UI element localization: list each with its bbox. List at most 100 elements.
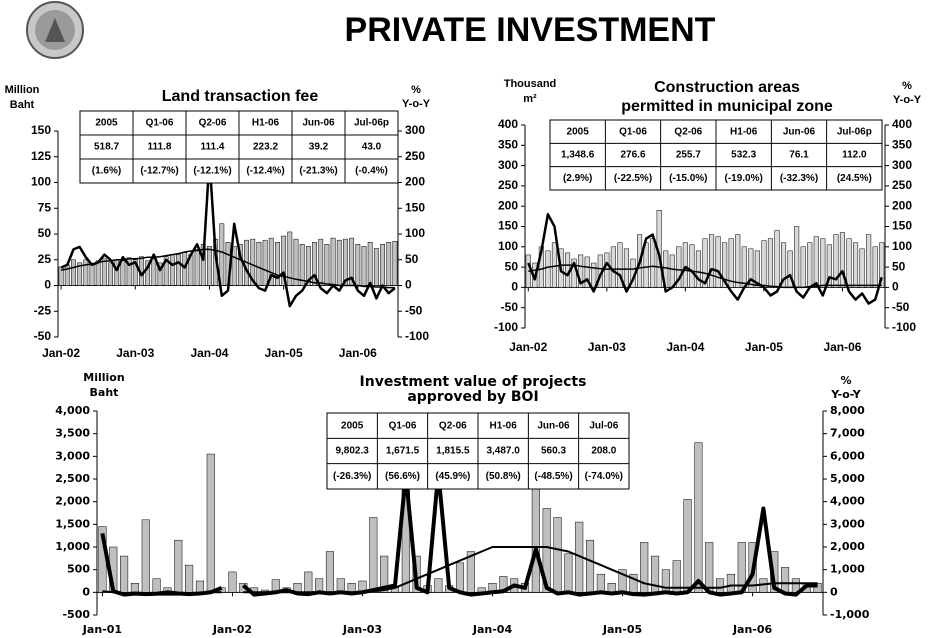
bar bbox=[553, 517, 562, 593]
bar bbox=[120, 555, 129, 593]
y2-tick-label: 6,000 bbox=[830, 449, 865, 462]
y2-tick-label: 5,000 bbox=[830, 472, 865, 485]
y-tick-label: 400 bbox=[498, 117, 518, 131]
bar bbox=[237, 244, 243, 286]
y-tick-label: 300 bbox=[498, 158, 518, 172]
y-axis-label: Million bbox=[5, 84, 40, 96]
y-tick-label: 75 bbox=[38, 200, 52, 214]
table-text: Q2-06 bbox=[674, 126, 702, 137]
bar bbox=[774, 230, 780, 288]
bar bbox=[741, 246, 747, 288]
table-text: (-26.3%) bbox=[333, 471, 371, 482]
y-tick-label: 150 bbox=[31, 123, 51, 137]
bar bbox=[120, 260, 126, 286]
bar bbox=[130, 583, 139, 593]
bar bbox=[859, 248, 865, 288]
bar bbox=[676, 246, 682, 288]
y2-axis-label: Y-o-Y bbox=[893, 94, 922, 106]
bar bbox=[95, 260, 101, 286]
table-text: Q1-06 bbox=[619, 126, 647, 137]
table-text: (1.6%) bbox=[92, 166, 121, 177]
table-text: (-32.3%) bbox=[780, 173, 818, 184]
y-tick-label: 2,000 bbox=[55, 495, 90, 508]
bar bbox=[77, 262, 83, 286]
table-text: Jun-06 bbox=[783, 126, 816, 137]
bar bbox=[754, 250, 760, 288]
bar bbox=[748, 248, 754, 288]
y2-tick-label: 300 bbox=[892, 158, 912, 172]
bar bbox=[728, 238, 734, 288]
y-tick-label: 3,000 bbox=[55, 449, 90, 462]
table-cell bbox=[826, 166, 883, 191]
y-tick-label: 100 bbox=[31, 175, 51, 189]
bar bbox=[228, 571, 237, 593]
y-axis-label: Thousand bbox=[504, 78, 557, 90]
bar bbox=[336, 239, 342, 286]
bar bbox=[800, 246, 806, 288]
table-text: 560.3 bbox=[541, 446, 566, 457]
bar bbox=[176, 254, 181, 286]
bar bbox=[250, 238, 256, 286]
y-tick-label: 25 bbox=[38, 252, 52, 266]
y-tick-label: -50 bbox=[501, 300, 519, 314]
y2-axis-label: % bbox=[840, 374, 851, 387]
y-tick-label: 250 bbox=[498, 178, 518, 192]
bar bbox=[304, 571, 313, 593]
y2-tick-label: 4,000 bbox=[830, 495, 865, 508]
y-tick-label: 125 bbox=[31, 149, 51, 163]
bar bbox=[169, 254, 175, 286]
bar bbox=[839, 232, 845, 288]
y2-tick-label: 100 bbox=[405, 226, 425, 240]
y2-tick-label: 400 bbox=[892, 117, 912, 131]
bar bbox=[761, 240, 767, 288]
bar bbox=[551, 242, 557, 288]
table-text: 518.7 bbox=[94, 142, 119, 153]
y2-tick-label: 2,000 bbox=[830, 540, 865, 553]
x-tick-label: Jan-03 bbox=[588, 340, 626, 354]
x-tick-label: Jan-03 bbox=[342, 623, 382, 636]
line bbox=[60, 158, 396, 308]
y-tick-label: 150 bbox=[498, 219, 518, 233]
bar bbox=[596, 573, 605, 593]
table-text: 111.4 bbox=[201, 142, 225, 153]
bar bbox=[879, 242, 885, 288]
y2-tick-label: 50 bbox=[405, 252, 419, 266]
y2-axis-label: % bbox=[411, 84, 421, 96]
x-tick-label: Jan-02 bbox=[212, 623, 252, 636]
x-tick-label: Jan-03 bbox=[116, 346, 154, 360]
table-text: Jun-06 bbox=[537, 420, 570, 431]
table-text: (24.5%) bbox=[837, 173, 872, 184]
table-text: 1,671.5 bbox=[386, 446, 420, 457]
bar bbox=[275, 241, 280, 286]
table-text: H1-06 bbox=[252, 118, 280, 129]
bar bbox=[347, 583, 356, 593]
bar bbox=[256, 241, 262, 286]
table-text: Jul-06p bbox=[837, 126, 872, 137]
y2-tick-label: 0 bbox=[405, 278, 412, 292]
y2-tick-label: 300 bbox=[405, 123, 425, 137]
bar bbox=[114, 259, 120, 286]
bar bbox=[722, 242, 728, 288]
logo bbox=[26, 1, 84, 59]
bar bbox=[826, 244, 832, 288]
chart: Land transaction fee Million Baht% Y-o-Y -50… bbox=[5, 84, 431, 360]
bar bbox=[287, 231, 293, 286]
table-text: 112.0 bbox=[842, 150, 867, 161]
bar bbox=[846, 238, 852, 288]
table-text: (-48.5%) bbox=[534, 471, 572, 482]
y-axis-label: Million bbox=[83, 371, 124, 384]
bar bbox=[126, 257, 132, 286]
bar bbox=[293, 238, 299, 286]
table-text: 76.1 bbox=[789, 150, 809, 161]
chart-title: Construction areas bbox=[654, 79, 800, 96]
bar bbox=[669, 254, 675, 288]
y-tick-label: -100 bbox=[494, 320, 518, 334]
bar bbox=[545, 250, 551, 288]
bar bbox=[325, 551, 335, 593]
bar bbox=[866, 234, 872, 288]
y2-tick-label: 350 bbox=[892, 137, 912, 151]
bar bbox=[373, 248, 379, 286]
y2-tick-label: 200 bbox=[892, 198, 912, 212]
bar bbox=[735, 234, 741, 288]
bar bbox=[141, 519, 150, 593]
